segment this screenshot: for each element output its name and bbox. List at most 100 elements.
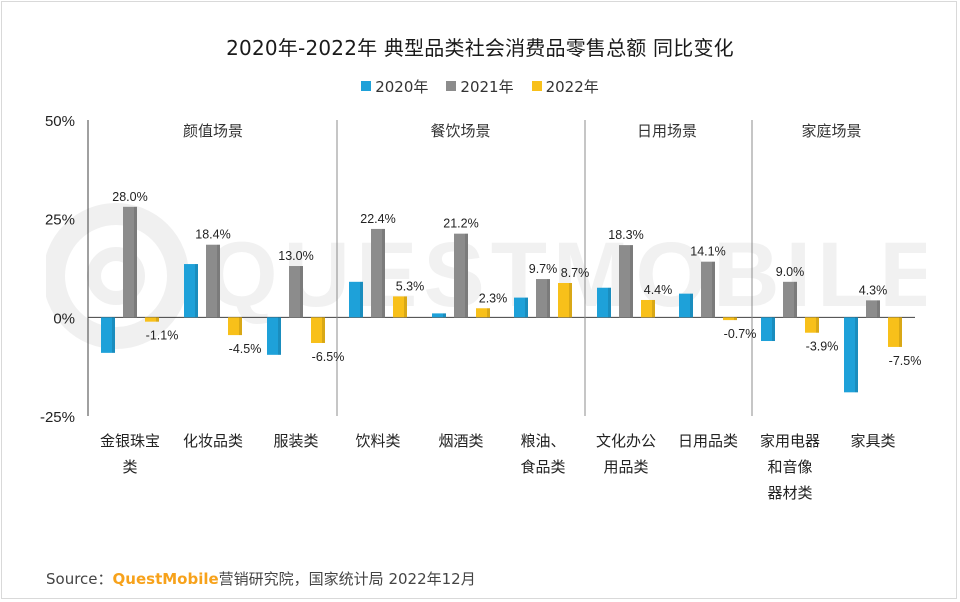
y-tick-label: 25% xyxy=(45,212,75,229)
category-label: 日用品类 xyxy=(678,432,738,450)
legend-label-2022: 2022年 xyxy=(545,77,599,96)
category-label: 器材类 xyxy=(767,484,812,502)
bar-shade-2022 xyxy=(156,317,159,322)
category-label: 类 xyxy=(122,458,137,476)
bar-2022 xyxy=(558,282,572,318)
data-label-2021: 21.2% xyxy=(443,217,478,231)
bar-2021 xyxy=(123,206,137,318)
data-label-2022: 5.3% xyxy=(396,279,425,293)
y-tick-label: 50% xyxy=(45,113,75,130)
source-brand: QuestMobile xyxy=(112,570,219,588)
bar-shade-2020 xyxy=(855,317,858,393)
bar-shade-2021 xyxy=(217,244,220,318)
legend-label-2021: 2021年 xyxy=(460,77,514,96)
data-label-2022: -7.5% xyxy=(889,354,922,368)
data-label-2022: -0.7% xyxy=(724,327,757,341)
bar-2021 xyxy=(206,244,220,318)
data-label-2021: 28.0% xyxy=(112,190,147,204)
group-label: 家庭场景 xyxy=(801,122,861,140)
source-rest: 营销研究院，国家统计局 2022年12月 xyxy=(218,570,476,588)
bar-2022 xyxy=(723,317,737,321)
category-label: 家用电器 xyxy=(760,432,820,450)
data-label-2021: 18.3% xyxy=(608,228,643,242)
bar-2020 xyxy=(679,293,693,318)
data-label-2021: 13.0% xyxy=(278,249,313,263)
bar-shade-2021 xyxy=(630,245,633,318)
bar-2021 xyxy=(866,300,880,318)
category-label: 和音像 xyxy=(767,458,812,476)
bar-shade-2022 xyxy=(816,317,819,333)
legend-swatch-2020 xyxy=(361,81,372,91)
bar-shade-2021 xyxy=(794,281,797,318)
bar-2022 xyxy=(805,317,819,333)
data-label-2021: 22.4% xyxy=(360,212,395,226)
bar-2020 xyxy=(432,313,446,318)
data-label-2022: 4.4% xyxy=(644,283,673,297)
bar-shade-2022 xyxy=(322,317,325,343)
bar-shade-2021 xyxy=(465,233,468,318)
bar-2021 xyxy=(371,228,385,318)
legend: 2020年 2021年 2022年 xyxy=(0,76,960,96)
bar-2021 xyxy=(289,266,303,318)
bar-2020 xyxy=(101,317,115,353)
bar-shade-2020 xyxy=(112,317,115,353)
bar-2020 xyxy=(844,317,858,393)
bar-shade-2020 xyxy=(195,264,198,318)
bar-2020 xyxy=(514,297,528,318)
bar-2022 xyxy=(311,317,325,343)
bar-shade-2021 xyxy=(300,266,303,318)
bar-2022 xyxy=(228,317,242,336)
category-label: 烟酒类 xyxy=(438,432,483,450)
legend-swatch-2022 xyxy=(531,81,542,91)
category-label: 粮油、 xyxy=(520,432,565,450)
data-label-2021: 9.0% xyxy=(776,265,805,279)
data-label-2022: -4.5% xyxy=(229,342,262,356)
category-label: 文化办公 xyxy=(596,432,656,450)
source-note: Source：QuestMobile营销研究院，国家统计局 2022年12月 xyxy=(46,568,476,589)
y-tick-label: -25% xyxy=(40,409,75,426)
category-label: 家具类 xyxy=(850,432,895,450)
bar-shade-2021 xyxy=(382,228,385,318)
data-label-2021: 9.7% xyxy=(529,262,558,276)
data-label-2022: -1.1% xyxy=(146,329,179,343)
category-label: 用品类 xyxy=(603,458,648,476)
category-label: 饮料类 xyxy=(355,432,400,450)
bar-2022 xyxy=(393,296,407,318)
bar-shade-2022 xyxy=(899,317,902,347)
bar-2021 xyxy=(701,261,715,318)
bar-shade-2022 xyxy=(404,296,407,318)
category-label: 食品类 xyxy=(520,458,565,476)
bar-shade-2020 xyxy=(608,287,611,318)
bar-2022 xyxy=(476,308,490,318)
bar-shade-2020 xyxy=(525,297,528,318)
legend-item-2020: 2020年 xyxy=(361,76,428,97)
group-label: 日用场景 xyxy=(637,122,697,140)
bar-2020 xyxy=(267,317,281,355)
bar-shade-2022 xyxy=(569,282,572,318)
bar-shade-2020 xyxy=(278,317,281,355)
bar-2022 xyxy=(888,317,902,347)
category-label: 金银珠宝 xyxy=(100,432,160,450)
bar-2020 xyxy=(761,317,775,342)
chart-title: 2020年-2022年 典型品类社会消费品零售总额 同比变化 xyxy=(226,36,734,60)
data-label-2021: 14.1% xyxy=(690,245,725,259)
source-prefix: Source： xyxy=(46,570,113,588)
legend-label-2020: 2020年 xyxy=(375,77,429,96)
bar-2020 xyxy=(184,264,198,318)
legend-swatch-2021 xyxy=(446,81,457,91)
bar-shade-2022 xyxy=(734,317,737,321)
bar-2021 xyxy=(783,281,797,318)
group-label: 颜值场景 xyxy=(183,122,243,140)
bar-shade-2022 xyxy=(652,299,655,318)
bar-shade-2022 xyxy=(487,308,490,318)
legend-item-2022: 2022年 xyxy=(531,76,599,97)
legend-item-2021: 2021年 xyxy=(446,76,514,97)
bar-shade-2021 xyxy=(712,261,715,318)
bar-2020 xyxy=(349,281,363,318)
bar-shade-2021 xyxy=(877,300,880,318)
bar-2021 xyxy=(619,245,633,318)
data-label-2022: 2.3% xyxy=(479,291,508,305)
bar-shade-2020 xyxy=(690,293,693,318)
